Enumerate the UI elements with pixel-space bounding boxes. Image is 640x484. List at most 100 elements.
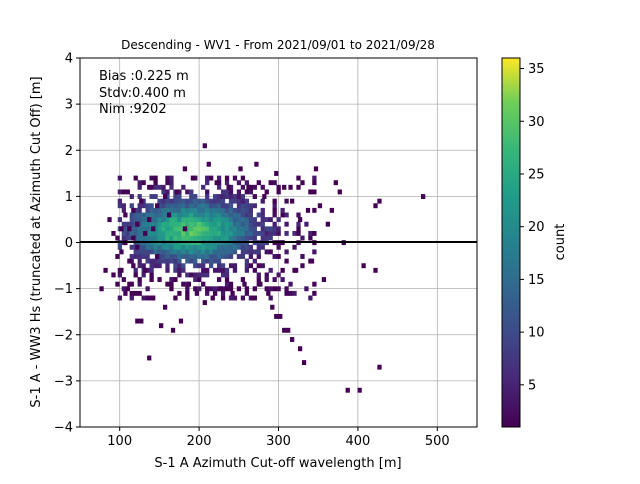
heatmap-cell-751 [151, 295, 156, 301]
heatmap-cell-461 [220, 221, 226, 227]
heatmap-cell-125 [149, 203, 154, 209]
heatmap-cell-731 [123, 212, 128, 218]
heatmap-cell-562 [244, 267, 250, 273]
heatmap-cell-37 [129, 217, 134, 223]
heatmap-cell-456 [220, 244, 226, 250]
heatmap-cell-635 [264, 249, 269, 255]
heatmap-cell-652 [272, 277, 277, 282]
heatmap-cell-679 [284, 286, 289, 292]
heatmap-cell-402 [209, 217, 214, 223]
heatmap-cell-328 [193, 207, 198, 213]
heatmap-cell-73 [137, 194, 142, 199]
heatmap-cell-697 [296, 212, 301, 218]
heatmap-cell-385 [205, 203, 210, 209]
heatmap-cell-91 [141, 198, 146, 204]
heatmap-cell-61 [137, 254, 142, 259]
heatmap-cell-29 [129, 281, 134, 287]
heatmap-cells [99, 143, 426, 393]
heatmap-cell-577 [244, 189, 250, 195]
heatmap-cell-170 [161, 221, 166, 227]
heatmap-cell-458 [220, 235, 226, 241]
heatmap-cell-786 [282, 184, 287, 190]
heatmap-cell-208 [169, 230, 174, 236]
heatmap-cell-413 [213, 249, 218, 255]
heatmap-cell-459 [220, 230, 226, 236]
heatmap-cell-80 [141, 254, 146, 259]
heatmap-cell-766 [202, 143, 207, 149]
heatmap-cell-578 [244, 180, 250, 186]
heatmap-cell-432 [216, 249, 222, 255]
heatmap-cell-692 [292, 230, 297, 236]
heatmap-cell-401 [209, 221, 214, 227]
heatmap-cell-680 [284, 258, 289, 264]
heatmap-cell-657 [272, 221, 277, 227]
heatmap-cell-160 [157, 198, 162, 204]
heatmap-cell-758 [170, 327, 176, 333]
heatmap-cell-759 [174, 189, 180, 195]
heatmap-cell-719 [312, 175, 317, 181]
heatmap-cell-526 [236, 286, 242, 292]
heatmap-cell-806 [357, 387, 362, 393]
heatmap-cell-495 [228, 249, 234, 255]
x-tick-label-500: 500 [425, 434, 450, 449]
heatmap-cell-798 [317, 203, 323, 209]
heatmap-cell-662 [272, 180, 277, 186]
heatmap-cell-605 [252, 203, 257, 209]
heatmap-cell-681 [284, 249, 289, 255]
heatmap-cell-609 [256, 277, 261, 282]
colorbar-tick-label-30: 30 [528, 115, 545, 130]
heatmap-cell-769 [210, 295, 215, 301]
heatmap-cell-658 [272, 212, 277, 218]
heatmap-cell-498 [228, 235, 234, 241]
heatmap-cell-651 [272, 286, 277, 292]
heatmap-cell-135 [153, 230, 158, 236]
heatmap-cell-355 [201, 254, 206, 259]
heatmap-cell-118 [149, 235, 154, 241]
heatmap-cell-557 [240, 194, 246, 199]
heatmap-cell-77 [141, 272, 146, 278]
heatmap-cell-259 [181, 281, 186, 287]
heatmap-cell-362 [201, 221, 206, 227]
heatmap-cell-255 [177, 203, 182, 209]
heatmap-cell-348 [197, 203, 202, 209]
heatmap-cell-424 [213, 198, 218, 204]
heatmap-cell-320 [193, 244, 198, 250]
heatmap-cell-138 [153, 217, 158, 223]
heatmap-cell-218 [169, 175, 174, 181]
heatmap-cell-134 [153, 235, 158, 241]
heatmap-cell-431 [216, 254, 222, 259]
heatmap-cell-686 [288, 290, 293, 296]
heatmap-cell-336 [197, 263, 202, 269]
heatmap-cell-591 [248, 203, 253, 209]
heatmap-cell-505 [228, 203, 234, 209]
colorbar-tick-label-5: 5 [528, 378, 536, 393]
heatmap-cell-648 [268, 226, 273, 232]
heatmap-cell-792 [297, 217, 303, 223]
heatmap-cell-253 [177, 212, 182, 218]
heatmap-cell-600 [252, 235, 257, 241]
heatmap-cell-66 [137, 230, 142, 236]
heatmap-cell-756 [162, 304, 168, 310]
heatmap-cell-198 [165, 175, 170, 181]
heatmap-cell-291 [185, 212, 190, 218]
heatmap-cell-700 [300, 263, 305, 269]
heatmap-cell-393 [209, 258, 214, 264]
heatmap-cell-223 [173, 258, 178, 264]
heatmap-cell-762 [182, 226, 188, 232]
heatmap-cell-733 [123, 290, 128, 296]
heatmap-cell-256 [177, 198, 182, 204]
heatmap-cell-90 [141, 203, 146, 209]
heatmap-cell-245 [177, 249, 182, 255]
colorbar-tick-label-25: 25 [528, 167, 545, 182]
heatmap-cell-258 [177, 189, 182, 195]
heatmap-cell-92 [141, 180, 146, 186]
heatmap-cell-613 [256, 249, 261, 255]
heatmap-cell-156 [157, 217, 162, 223]
heatmap-cell-687 [288, 281, 293, 287]
heatmap-cell-494 [228, 254, 234, 259]
heatmap-cell-551 [240, 221, 246, 227]
heatmap-cell-511 [232, 267, 238, 273]
heatmap-cell-108 [145, 203, 150, 209]
heatmap-cell-252 [177, 217, 182, 223]
heatmap-cell-611 [256, 263, 261, 269]
